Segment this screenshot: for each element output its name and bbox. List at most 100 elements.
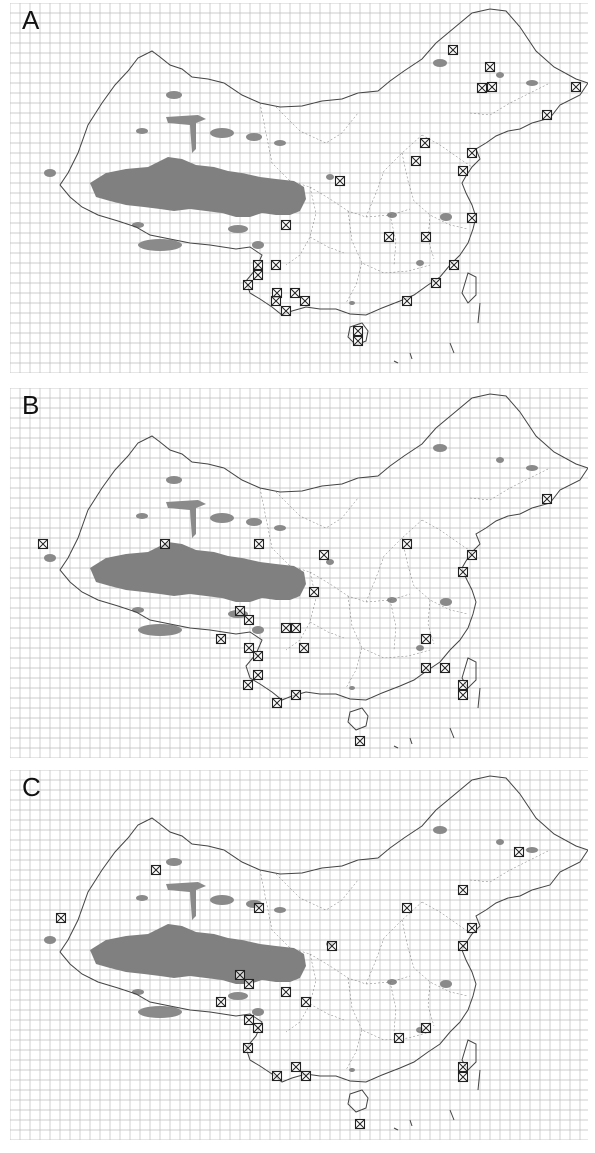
site-marker <box>326 940 338 952</box>
highland-patch <box>387 212 397 218</box>
province-border <box>259 102 311 188</box>
province-border <box>469 467 551 501</box>
site-marker <box>299 295 311 307</box>
province-border <box>309 236 345 254</box>
hainan-outline <box>347 707 369 731</box>
province-border <box>365 519 423 603</box>
site-marker <box>457 884 469 896</box>
plateau-region <box>90 157 306 217</box>
site-marker <box>243 642 255 654</box>
site-marker <box>252 669 264 681</box>
highland-patch <box>138 1006 182 1018</box>
highland-patch <box>526 465 538 471</box>
hainan-outline <box>347 1089 369 1113</box>
highland-patch <box>349 301 355 305</box>
province-border <box>285 186 317 266</box>
highland-patch <box>166 476 182 484</box>
site-marker <box>420 633 432 645</box>
island-mark <box>393 360 399 364</box>
highland-patch <box>496 72 504 78</box>
highland-patch <box>136 128 148 134</box>
map-panel-a: A <box>10 3 588 373</box>
province-border <box>345 647 363 689</box>
china-map-a <box>10 3 588 373</box>
province-border <box>365 134 423 218</box>
province-border <box>421 901 473 935</box>
highland-patch <box>246 518 262 526</box>
highland-patch <box>228 225 248 233</box>
island-mark <box>409 352 413 360</box>
island-mark <box>449 342 455 354</box>
site-marker <box>466 549 478 561</box>
site-marker <box>420 231 432 243</box>
plateau-region <box>90 542 306 602</box>
site-marker <box>457 1061 469 1073</box>
highland-patch <box>440 598 452 606</box>
site-marker <box>270 259 282 271</box>
highland-patch <box>44 169 56 177</box>
highland-patch <box>433 444 447 452</box>
site-marker <box>280 219 292 231</box>
site-marker <box>280 622 292 634</box>
site-marker <box>457 940 469 952</box>
site-markers-b <box>37 493 553 747</box>
taiwan-outline <box>461 1039 477 1071</box>
highland-patch <box>210 895 234 905</box>
site-marker <box>252 1022 264 1034</box>
site-marker <box>290 622 302 634</box>
highland-patch <box>252 626 264 634</box>
province-border <box>345 1029 363 1071</box>
province-border <box>401 919 469 997</box>
china-map-c <box>10 770 588 1140</box>
province-border <box>275 106 359 144</box>
site-marker <box>300 1070 312 1082</box>
taiwan-outline <box>461 657 477 689</box>
basemap-a <box>44 8 588 364</box>
province-border <box>427 599 435 645</box>
highland-patch <box>433 826 447 834</box>
site-markers-a <box>242 44 582 347</box>
country-outline <box>59 8 588 316</box>
province-border <box>421 519 473 553</box>
highland-patch <box>416 260 424 266</box>
site-markers-c <box>55 846 525 1130</box>
highland-patch <box>166 882 206 920</box>
province-border <box>469 849 551 883</box>
province-border <box>389 214 397 266</box>
highland-patch <box>228 992 248 1000</box>
island-mark <box>477 1069 481 1091</box>
site-marker <box>410 155 422 167</box>
island-mark <box>409 737 413 745</box>
site-marker <box>253 538 265 550</box>
highland-patch <box>44 936 56 944</box>
province-border <box>365 901 423 985</box>
province-border <box>259 869 311 955</box>
province-border <box>401 152 469 230</box>
highland-patch <box>166 500 206 538</box>
panel-label-b: B <box>22 390 40 420</box>
site-marker <box>352 335 364 347</box>
site-marker <box>354 735 366 747</box>
province-border <box>347 210 431 274</box>
site-marker <box>253 902 265 914</box>
site-marker <box>318 549 330 561</box>
site-marker <box>234 969 246 981</box>
highland-patch <box>526 847 538 853</box>
highland-patch <box>274 907 286 913</box>
site-marker <box>354 1118 366 1130</box>
panel-label-c: C <box>22 772 41 802</box>
site-marker <box>159 538 171 550</box>
country-outline <box>59 775 588 1083</box>
site-marker <box>243 614 255 626</box>
highland-patch <box>496 839 504 845</box>
country-outline <box>59 393 588 701</box>
province-border <box>421 134 473 168</box>
site-marker <box>290 1061 302 1073</box>
site-marker <box>383 231 395 243</box>
highland-patch <box>252 241 264 249</box>
island-mark <box>477 687 481 709</box>
highland-patch <box>166 115 206 153</box>
highland-patch <box>132 222 144 228</box>
site-marker <box>352 325 364 337</box>
highland-patch <box>387 597 397 603</box>
